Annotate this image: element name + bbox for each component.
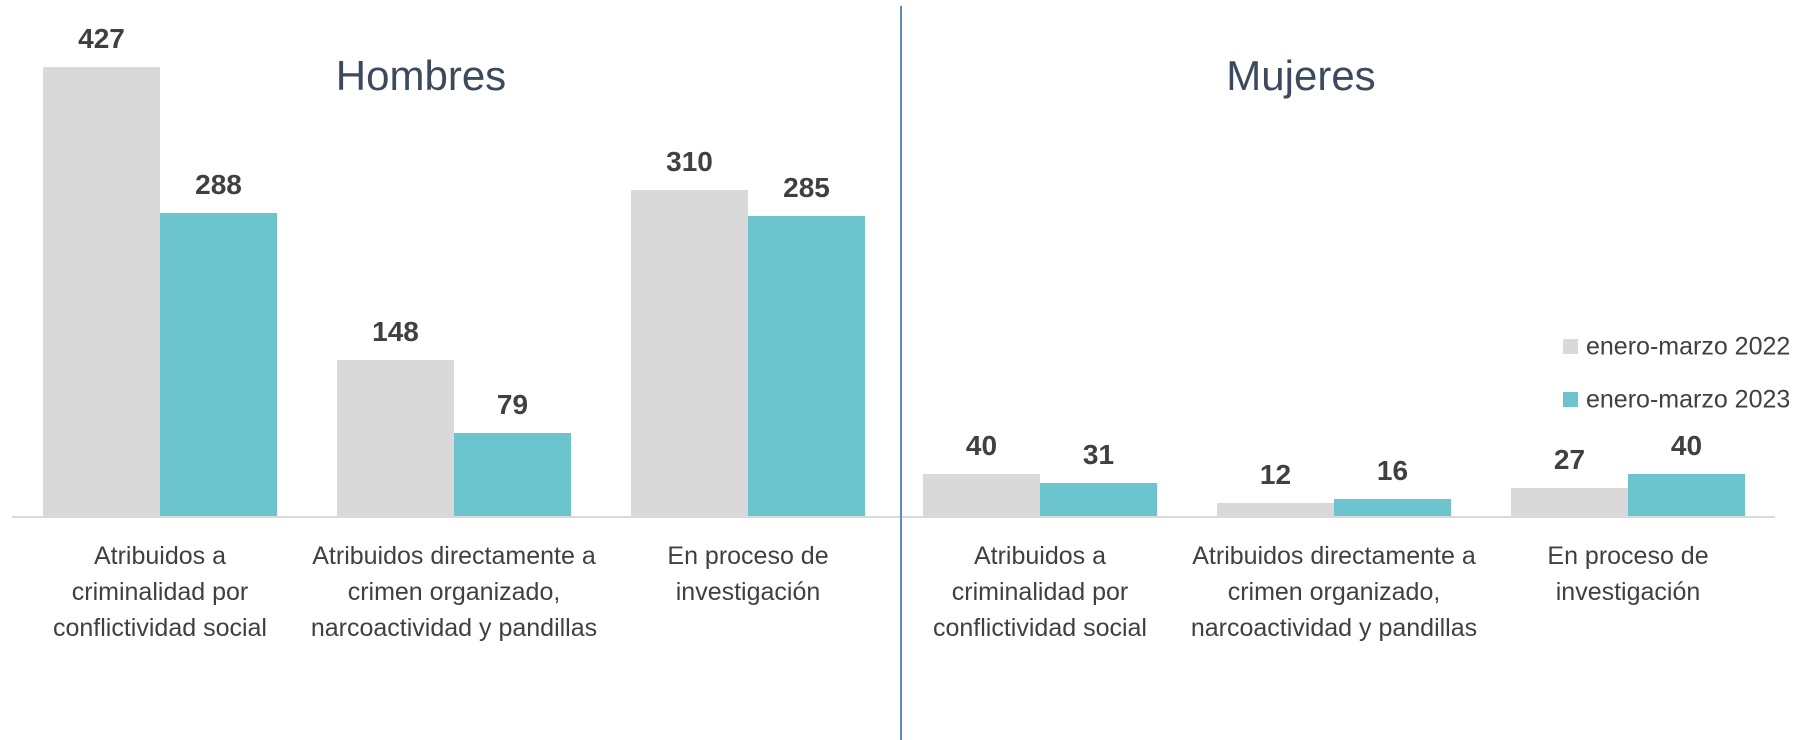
category-label: Atribuidos a criminalidad por conflictiv… [933, 542, 1147, 642]
bar [337, 360, 454, 516]
category-label: En proceso de investigación [667, 542, 829, 606]
bar [454, 432, 571, 516]
value-label: 31 [1082, 439, 1115, 471]
legend-label: enero-marzo 2023 [1586, 385, 1791, 414]
value-label: 79 [496, 388, 529, 420]
bar [631, 190, 748, 516]
bar [1334, 499, 1451, 516]
bar [160, 213, 277, 516]
category-label: Atribuidos directamente a crimen organiz… [1190, 542, 1478, 642]
legend-swatch [1563, 392, 1578, 407]
value-label: 16 [1376, 455, 1409, 487]
panel-title: Mujeres [1226, 52, 1376, 99]
value-label: 148 [372, 316, 419, 348]
panel-divider [900, 6, 902, 740]
value-label: 285 [783, 172, 830, 204]
panel-title: Hombres [335, 52, 507, 99]
value-label: 40 [965, 429, 998, 461]
value-label: 12 [1259, 459, 1292, 491]
bar [1628, 473, 1745, 516]
bar [1040, 483, 1157, 516]
bar [43, 67, 160, 516]
category-label: Atribuidos directamente a crimen organiz… [310, 542, 598, 642]
value-label: 310 [666, 146, 713, 178]
legend-label: enero-marzo 2022 [1586, 332, 1791, 361]
bar [923, 473, 1040, 516]
legend-swatch [1563, 339, 1578, 354]
value-label: 288 [195, 169, 242, 201]
value-label: 427 [78, 23, 125, 55]
value-label: 40 [1670, 429, 1703, 461]
bar [1511, 487, 1628, 516]
category-label: En proceso de investigación [1547, 542, 1709, 606]
bar [748, 216, 865, 516]
category-label: Atribuidos a criminalidad por conflictiv… [53, 542, 267, 642]
value-label: 27 [1553, 443, 1586, 475]
bar [1217, 503, 1334, 516]
axis-line [12, 516, 1775, 518]
